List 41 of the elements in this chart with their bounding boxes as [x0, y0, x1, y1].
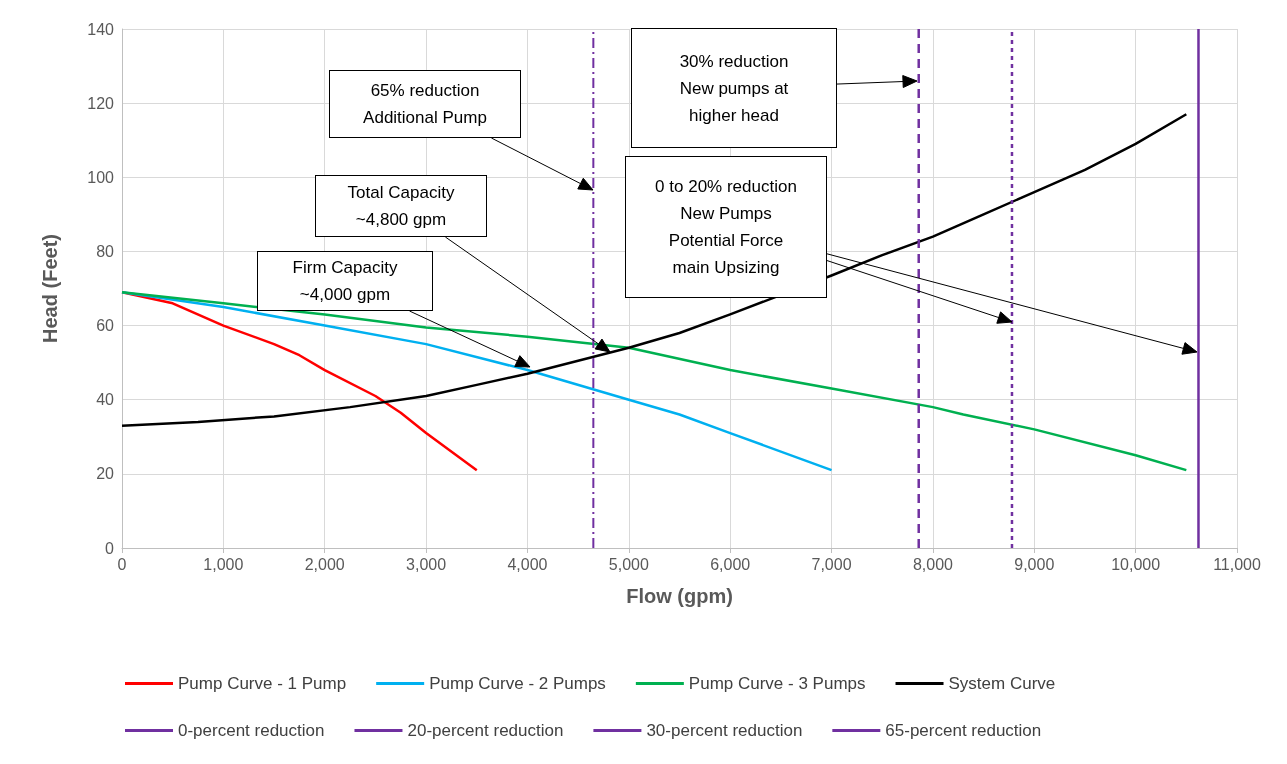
x-tick-label: 5,000: [608, 555, 649, 573]
callout-box: 65% reduction Additional Pump: [329, 70, 521, 138]
legend-label: Pump Curve - 1 Pump: [178, 674, 347, 693]
x-tick-label: 0: [117, 555, 127, 573]
y-tick-label: 100: [87, 168, 115, 186]
x-tick-label: 2,000: [304, 555, 345, 573]
callout-box: 0 to 20% reduction New Pumps Potential Force main Upsizing: [625, 156, 827, 298]
callout-box: 30% reduction New pumps at higher head: [631, 28, 837, 148]
y-tick-label: 120: [87, 94, 115, 112]
x-tick-label: 4,000: [507, 555, 548, 573]
legend-label: 0-percent reduction: [178, 721, 325, 740]
x-tick-label: 7,000: [811, 555, 852, 573]
x-tick-label: 9,000: [1014, 555, 1055, 573]
y-tick-label: 0: [105, 539, 115, 557]
x-tick-label: 6,000: [710, 555, 751, 573]
y-axis-title: Head (Feet): [39, 234, 61, 343]
legend-label: 20-percent reduction: [407, 721, 564, 740]
annotation: Total Capacity ~4,800 gpm: [347, 182, 455, 231]
legend-label: Pump Curve - 2 Pumps: [429, 674, 606, 693]
x-tick-label: 8,000: [912, 555, 954, 573]
y-tick-label: 40: [96, 391, 115, 409]
y-tick-label: 60: [96, 317, 115, 335]
annotation: Firm Capacity ~4,000 gpm: [292, 257, 398, 306]
callout-box: Firm Capacity ~4,000 gpm: [257, 251, 433, 311]
annotation: 30% reduction New pumps at higher head: [679, 50, 789, 127]
annotation: 0 to 20% reduction New Pumps Potential Force main Upsizing: [655, 176, 797, 279]
y-tick-label: 80: [96, 242, 115, 260]
line-series: [120, 290, 1188, 472]
legend-label: 65-percent reduction: [885, 721, 1042, 740]
legend-label: Pump Curve - 3 Pumps: [688, 674, 866, 693]
legend-label: 30-percent reduction: [646, 721, 803, 740]
y-tick-label: 20: [96, 465, 115, 483]
x-tick-label: 10,000: [1111, 555, 1161, 573]
y-tick-label: 140: [87, 20, 115, 38]
legend-label: System Curve: [948, 674, 1056, 693]
annotation: 65% reduction Additional Pump: [363, 80, 487, 129]
x-tick-label: 3,000: [406, 555, 447, 573]
x-tick-label: 1,000: [203, 555, 244, 573]
x-tick-label: 11,000: [1213, 555, 1261, 573]
callout-box: Total Capacity ~4,800 gpm: [315, 175, 487, 237]
x-axis-title: Flow (gpm): [626, 585, 733, 607]
